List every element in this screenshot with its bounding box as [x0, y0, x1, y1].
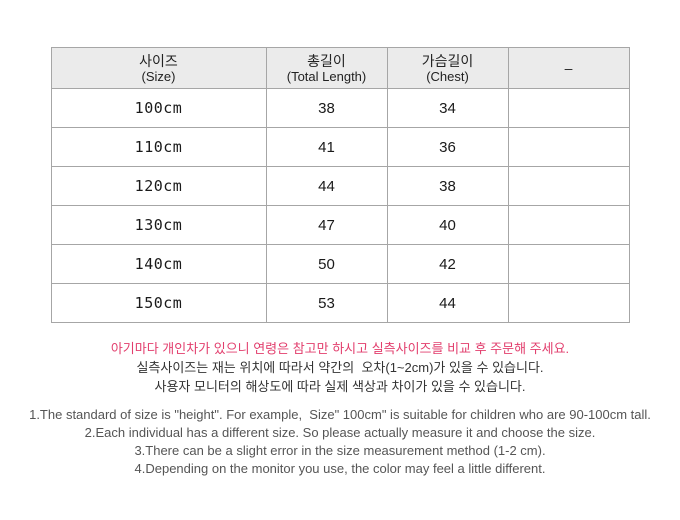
col-header-chest-en: (Chest): [426, 68, 469, 84]
cell-total-length: 47: [265, 205, 388, 245]
cell-size: 110cm: [50, 127, 267, 167]
cell-total-length: 44: [265, 166, 388, 206]
cell-size: 150cm: [50, 283, 267, 323]
cell-total-length: 41: [265, 127, 388, 167]
cell-chest: 36: [386, 127, 509, 167]
cell-extra: [507, 205, 630, 245]
cell-extra: [507, 244, 630, 284]
cell-extra: [507, 127, 630, 167]
table-row: 110cm 41 36: [50, 127, 630, 167]
table-row: 100cm 38 34: [50, 88, 630, 128]
table-row: 120cm 44 38: [50, 166, 630, 206]
cell-extra: [507, 166, 630, 206]
note-en-4: 4.Depending on the monitor you use, the …: [134, 461, 546, 476]
note-en-1: 1.The standard of size is "height". For …: [29, 407, 651, 422]
cell-total-length: 38: [265, 88, 388, 128]
col-header-total-length-ko: 총길이: [307, 52, 346, 69]
cell-size: 140cm: [50, 244, 267, 284]
col-header-total-length: 총길이 (Total Length): [265, 47, 388, 89]
size-table: 사이즈 (Size) 총길이 (Total Length) 가슴길이 (Ches…: [50, 47, 630, 323]
col-header-total-length-en: (Total Length): [286, 68, 367, 84]
table-row: 130cm 47 40: [50, 205, 630, 245]
cell-size: 130cm: [50, 205, 267, 245]
cell-chest: 34: [386, 88, 509, 128]
note-ko-caution: 아기마다 개인차가 있으니 연령은 참고만 하시고 실측사이즈를 비교 후 주문…: [110, 341, 570, 356]
col-header-chest: 가슴길이 (Chest): [386, 47, 509, 89]
table-header-row: 사이즈 (Size) 총길이 (Total Length) 가슴길이 (Ches…: [50, 47, 630, 89]
notes-english-block: 1.The standard of size is "height". For …: [0, 406, 680, 478]
table-row: 150cm 53 44: [50, 283, 630, 323]
table-row: 140cm 50 42: [50, 244, 630, 284]
cell-extra: [507, 283, 630, 323]
col-header-size-ko: 사이즈: [139, 52, 178, 69]
cell-size: 120cm: [50, 166, 267, 206]
notes-block: 아기마다 개인차가 있으니 연령은 참고만 하시고 실측사이즈를 비교 후 주문…: [0, 339, 680, 478]
col-header-size: 사이즈 (Size): [50, 47, 267, 89]
col-header-size-en: (Size): [141, 68, 176, 84]
cell-chest: 44: [386, 283, 509, 323]
cell-extra: [507, 88, 630, 128]
note-en-3: 3.There can be a slight error in the siz…: [134, 443, 546, 458]
col-header-empty-dash: –: [564, 60, 573, 76]
cell-total-length: 50: [265, 244, 388, 284]
cell-chest: 42: [386, 244, 509, 284]
note-en-2: 2.Each individual has a different size. …: [84, 425, 596, 440]
cell-size: 100cm: [50, 88, 267, 128]
cell-chest: 38: [386, 166, 509, 206]
note-ko-tolerance: 실측사이즈는 재는 위치에 따라서 약간의 오차(1~2cm)가 있을 수 있습…: [136, 360, 544, 375]
note-ko-monitor: 사용자 모니터의 해상도에 따라 실제 색상과 차이가 있을 수 있습니다.: [154, 379, 526, 394]
cell-chest: 40: [386, 205, 509, 245]
col-header-chest-ko: 가슴길이: [421, 52, 474, 69]
cell-total-length: 53: [265, 283, 388, 323]
col-header-empty: –: [507, 47, 630, 89]
